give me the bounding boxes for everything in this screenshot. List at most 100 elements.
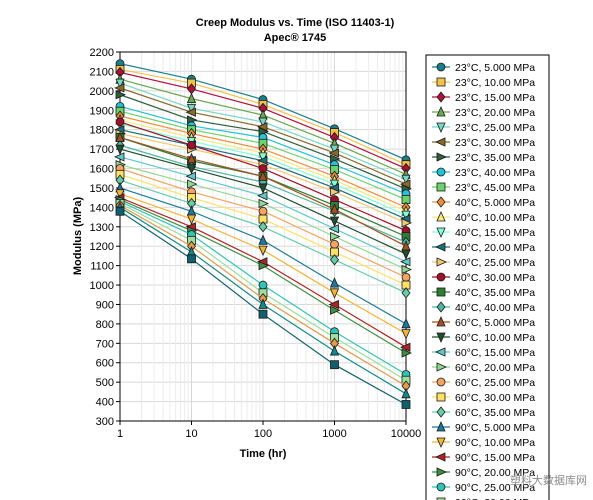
legend-item: 60°C, 5.000 MPa <box>432 316 535 329</box>
legend-marker <box>436 377 446 387</box>
data-point <box>328 148 339 158</box>
data-point <box>328 299 339 310</box>
legend-marker <box>435 452 446 462</box>
x-tick-label: 1 <box>117 428 123 440</box>
y-tick-label: 1800 <box>90 125 114 137</box>
x-tick-label: 100 <box>254 428 272 440</box>
legend-label: 23°C, 20.00 MPa <box>455 107 535 119</box>
y-tick-label: 1600 <box>90 164 114 176</box>
data-point <box>401 249 411 260</box>
legend-label: 23°C, 10.00 MPa <box>455 77 535 89</box>
legend-marker <box>436 257 447 267</box>
legend-item: 23°C, 15.00 MPa <box>432 91 535 104</box>
legend-marker <box>436 196 446 208</box>
legend-item: 40°C, 15.00 MPa <box>432 227 535 239</box>
legend-marker <box>436 406 446 418</box>
legend-label: 60°C, 30.00 MPa <box>455 392 535 404</box>
legend-item: 60°C, 20.00 MPa <box>432 362 535 374</box>
legend-items: 23°C, 5.000 MPa 23°C, 10.00 MPa 23°C, 15.0… <box>432 62 535 500</box>
legend-label: 40°C, 15.00 MPa <box>455 227 535 239</box>
legend-item: 23°C, 30.00 MPa <box>432 137 535 149</box>
data-point <box>400 342 411 352</box>
legend-label: 60°C, 5.000 MPa <box>455 317 535 329</box>
data-point <box>401 272 411 282</box>
legend-label: 40°C, 40.00 MPa <box>455 302 535 314</box>
legend-label: 60°C, 35.00 MPa <box>455 407 535 419</box>
y-tick-label: 900 <box>96 299 114 311</box>
data-point <box>401 218 412 228</box>
series-group <box>114 83 411 189</box>
legend-item: 23°C, 25.00 MPa <box>432 122 535 134</box>
legend-label: 40°C, 30.00 MPa <box>455 272 535 284</box>
data-point <box>115 131 125 142</box>
legend-item: 60°C, 10.00 MPa <box>432 332 535 344</box>
data-point <box>115 90 126 100</box>
x-tick-label: 10 <box>185 428 197 440</box>
y-tick-label: 2200 <box>90 47 114 59</box>
legend-marker <box>436 362 447 372</box>
legend-item: 40°C, 40.00 MPa <box>432 301 535 314</box>
data-point <box>258 221 268 233</box>
series-group <box>115 144 411 260</box>
data-point <box>330 305 341 315</box>
legend-item: 40°C, 35.00 MPa <box>432 287 535 299</box>
data-point <box>330 360 339 370</box>
legend-item: 23°C, 35.00 MPa <box>432 152 535 164</box>
y-tick-label: 600 <box>96 358 114 370</box>
series-group <box>115 189 411 340</box>
data-point <box>400 257 411 267</box>
y-tick-label: 800 <box>96 319 114 331</box>
legend-marker <box>436 167 446 177</box>
legend-item: 90°C, 5.000 MPa <box>432 421 535 434</box>
y-tick-label: 700 <box>96 338 114 350</box>
chart-title: Creep Modulus vs. Time (ISO 11403-1) <box>196 17 395 29</box>
legend-marker <box>436 421 446 432</box>
data-point <box>186 152 197 164</box>
data-point <box>401 329 411 340</box>
legend-item: 60°C, 15.00 MPa <box>432 347 535 359</box>
data-point <box>115 206 125 216</box>
legend-marker <box>436 467 447 477</box>
legend-item: 90°C, 25.00 MPa <box>432 482 535 494</box>
data-point <box>186 92 197 104</box>
data-point <box>258 198 269 209</box>
legend-label: 90°C, 15.00 MPa <box>455 452 535 464</box>
legend-marker <box>436 211 446 222</box>
legend-label: 40°C, 5.000 MPa <box>455 197 535 209</box>
legend-item: 40°C, 5.000 MPa <box>432 196 535 209</box>
y-tick-label: 300 <box>96 416 114 428</box>
legend-item: 60°C, 35.00 MPa <box>432 406 535 419</box>
y-tick-label: 1400 <box>90 202 114 214</box>
legend-item: 23°C, 5.000 MPa <box>432 62 535 74</box>
legend-item: 90°C, 30.00 MPa <box>436 497 535 500</box>
data-point <box>115 144 125 156</box>
legend-item: 90°C, 20.00 MPa <box>432 467 535 479</box>
legend-item: 40°C, 20.00 MPa <box>432 242 535 254</box>
legend-label: 40°C, 10.00 MPa <box>455 212 535 224</box>
legend-marker <box>436 182 446 192</box>
data-point <box>401 317 411 329</box>
y-tick-label: 500 <box>96 377 114 389</box>
legend-marker <box>436 316 446 327</box>
y-tick-label: 1100 <box>90 261 114 273</box>
y-tick-label: 1300 <box>90 222 114 234</box>
data-point <box>401 348 412 358</box>
legend-marker <box>436 437 446 448</box>
data-point <box>258 245 268 257</box>
data-point <box>329 216 340 227</box>
data-point <box>114 83 125 93</box>
legend-marker <box>436 77 446 87</box>
legend-marker <box>436 287 446 297</box>
legend: 23°C, 5.000 MPa 23°C, 10.00 MPa 23°C, 15.0… <box>425 54 550 500</box>
data-point <box>258 298 268 309</box>
data-point <box>401 174 411 186</box>
data-point <box>329 254 340 266</box>
data-point <box>330 231 341 242</box>
y-tick-label: 1000 <box>90 280 114 292</box>
series-group <box>114 152 411 267</box>
y-axis: 300 400 500 600 700 800 900 1000 1100 1200 1300 140… <box>90 47 120 428</box>
data-point <box>329 203 340 214</box>
legend-marker <box>436 301 446 313</box>
legend-item: 40°C, 25.00 MPa <box>432 257 535 269</box>
